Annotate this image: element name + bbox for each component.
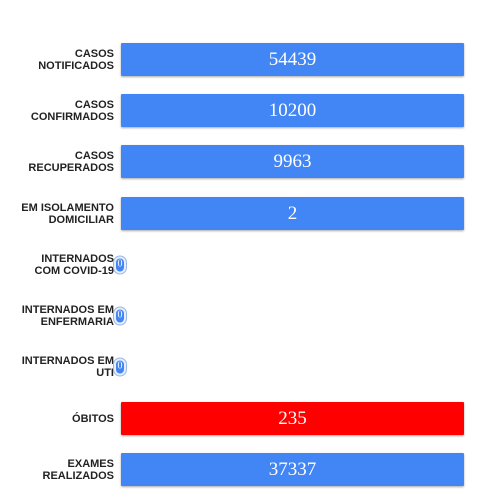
bar: 10200 xyxy=(121,94,464,127)
category-label: CASOS NOTIFICADOS xyxy=(38,47,114,72)
bar: 235 xyxy=(121,402,464,435)
chart-row: INTERNADOS COM COVID-19 0 xyxy=(0,248,490,281)
bar: 2 xyxy=(121,197,464,230)
bar-value-label: 2 xyxy=(287,202,298,224)
zero-value-marker: 0 xyxy=(114,256,126,273)
bar-value-label: 235 xyxy=(278,407,307,429)
category-label: INTERNADOS EM UTI xyxy=(21,354,114,379)
category-label: INTERNADOS COM COVID-19 xyxy=(34,252,114,277)
chart-row: CASOS CONFIRMADOS 10200 xyxy=(0,94,490,127)
chart-row: INTERNADOS EM UTI 0 xyxy=(0,350,490,383)
zero-value-marker: 0 xyxy=(114,307,126,324)
chart-row: CASOS NOTIFICADOS 54439 xyxy=(0,43,490,76)
bar: 9963 xyxy=(121,145,464,178)
zero-value-marker: 0 xyxy=(114,358,126,375)
category-label: EM ISOLAMENTO DOMICILIAR xyxy=(21,201,114,226)
bar: 54439 xyxy=(121,43,464,76)
category-label: INTERNADOS EM ENFERMARIA xyxy=(21,303,114,328)
chart-row: EXAMES REALIZADOS 37337 xyxy=(0,453,490,486)
bar-value-label: 54439 xyxy=(268,48,317,70)
category-label: ÓBITOS xyxy=(72,412,114,425)
chart-row: EM ISOLAMENTO DOMICILIAR 2 xyxy=(0,197,490,230)
bar-value-label: 9963 xyxy=(273,150,312,172)
bar-value-label: 10200 xyxy=(268,99,317,121)
category-label: CASOS RECUPERADOS xyxy=(28,149,114,174)
category-label: CASOS CONFIRMADOS xyxy=(30,98,114,123)
chart-row: INTERNADOS EM ENFERMARIA 0 xyxy=(0,299,490,332)
chart-row: CASOS RECUPERADOS 9963 xyxy=(0,145,490,178)
category-label: EXAMES REALIZADOS xyxy=(42,457,115,482)
bar-value-label: 37337 xyxy=(268,458,317,480)
chart-row: ÓBITOS 235 xyxy=(0,402,490,435)
bar: 37337 xyxy=(121,453,464,486)
